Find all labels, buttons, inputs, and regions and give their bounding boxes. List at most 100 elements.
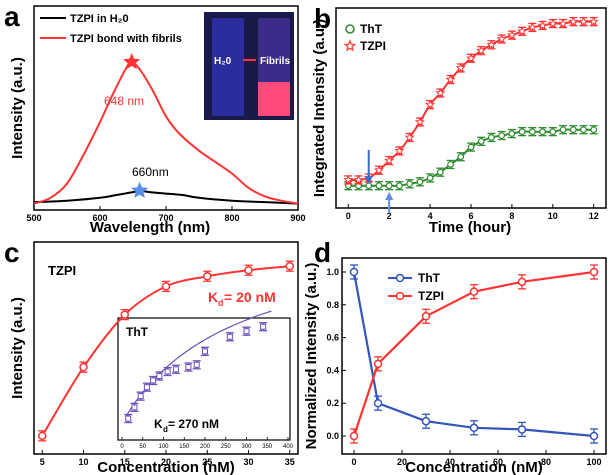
panel-c-inset-tick-label: 100 [158,444,169,450]
panel-c-inset-tick-label: 400 [283,444,294,450]
panel-b-tzpi-point [343,174,354,185]
panel-b-tht-point [580,126,587,134]
panel-a: H₂0 Fibrils TZPI in H₂0 TZPI bond with f… [9,5,299,236]
panel-b-legend-label-tzpi: TZPI [360,39,386,53]
panel-label-c: c [4,237,20,268]
panel-label-b: b [314,3,331,34]
panel-a-ylabel: Intensity (a.u.) [9,57,26,159]
panel-b-tzpi-point [568,16,579,26]
panel-d-legend-label-tzpi: TZPI [418,289,444,303]
panel-b-tzpi-point [435,87,446,98]
panel-d-y-tick-label: 0.4 [326,365,339,375]
panel-b-tzpi-point [578,16,589,26]
panel-c-x-tick-label: 20 [161,457,171,467]
panel-b-legend-label-tht: ThT [360,22,383,36]
panel-b-tht-point [569,126,577,134]
panel-c-inset-label: ThT [126,325,149,339]
panel-c-inset-tick-label: 0 [120,444,124,450]
panel-d-x-tick-label: 100 [586,457,601,467]
panel-d-tht-point [589,431,599,441]
panel-d-xlabel: Concentration (nM) [405,459,542,475]
panel-b-tzpi-point [588,16,599,26]
panel-c-x-tick-label: 30 [243,457,253,467]
panel-b-tht-point [508,130,516,137]
panel-c-inset-point [226,333,233,340]
panel-c-tzpi-point [120,310,129,319]
panel-c: TZPI K d = 20 nM ThT K d = 270 nM Concen… [9,241,299,475]
panel-b-x-tick-label: 4 [428,211,433,221]
panel-b-legend-marker-tzpi [343,39,357,52]
vial-photo: H₂0 Fibrils [204,12,294,120]
panel-b-tzpi-point [537,20,548,30]
panel-a-legend: TZPI in H₂0 TZPI bond with fibrils [40,13,182,45]
panel-b-tht-point [375,182,383,190]
panel-c-inset-point [164,368,171,375]
panel-c-kd-value: = 20 nM [224,289,276,305]
panel-b-tht-point [498,132,506,139]
panel-c-x-tick-label: 15 [120,457,130,467]
panel-b-tzpi-point [425,99,436,109]
panel-b-x-tick-label: 2 [387,211,392,221]
panel-b-x-tick-label: 8 [509,211,514,221]
panel-c-inset-point [185,364,192,371]
panel-b-tht-point [488,134,495,141]
panel-d-y-tick-label: 1.0 [326,267,339,277]
annotation-660: 660nm [132,165,169,179]
panel-c-inset-kd-value: = 270 nM [168,417,219,431]
panel-d-tht-point [349,267,359,277]
panel-b-tht-point [416,178,424,186]
panel-a-x-tick-label: 700 [158,213,173,223]
panel-b-arrow-head [364,176,373,184]
panel-a-x-tick-label: 600 [92,213,107,223]
panel-b-tzpi-point [384,155,395,165]
panel-d-tzpi-point [421,312,431,321]
panel-c-tzpi-point [38,431,47,441]
panel-c-kd-sub: d [218,298,224,308]
panel-b-tzpi-point [496,33,507,44]
panel-a-xlabel: Wavelength (nm) [90,219,210,236]
panel-d-legend-label-tht: ThT [418,271,441,285]
panel-b-tht-point [559,126,567,134]
panel-b-arrow-head [385,192,394,200]
panel-b-tht-point [590,126,598,134]
panel-d-tzpi-point [517,277,527,287]
panel-c-x-tick-label: 10 [78,457,88,467]
vial-fibrils-glow [258,82,290,116]
panel-c-inset-kd-k: K [154,417,163,431]
panel-c-inset-kd: K d = 270 nM [154,417,219,434]
panel-c-tzpi-point [285,261,294,271]
panel-b-tht-point [549,128,557,136]
panel-d-x-tick-label: 20 [397,457,407,467]
panel-b: Time (hour) Integrated Intensity (a.u.) [311,7,607,236]
panel-c-inset-point [137,393,144,400]
panel-d-x-tick-label: 40 [445,457,455,467]
panel-b-tht-point [539,128,546,136]
annotation-648: 648 nm [104,94,144,108]
panel-b-tzpi-point [445,74,456,84]
panel-b-tzpi-point [353,174,364,185]
panel-a-series-water-line [33,189,299,205]
panel-label-a: a [4,1,20,32]
panel-c-series-label: TZPI [48,263,76,278]
panel-c-inset-point [260,323,267,330]
panel-c-xlabel: Concentration (nM) [97,459,234,475]
panel-b-frame [335,7,607,209]
panel-d-frame [341,257,607,455]
panel-c-inset-point [143,384,150,391]
panel-d-legend-marker-tht [395,273,405,283]
panel-d-y-tick-label: 0.0 [326,431,339,441]
panel-d-tht-line [352,271,595,438]
panel-b-tht-point [426,174,434,182]
panel-b-tht-point [477,137,485,145]
panel-b-tzpi-point [476,45,487,55]
panel-label-d: d [314,237,331,268]
panel-c-inset-point [150,377,157,384]
panel-c-inset-tick-label: 150 [179,444,190,450]
panel-b-tht-point [436,168,444,176]
panel-c-ylabel: Intensity (a.u.) [9,297,26,399]
panel-c-inset-point [193,361,200,368]
panel-a-peak-star-fibrils [123,53,141,70]
panel-b-tht-point [528,128,536,136]
panel-b-tht-line [348,128,594,187]
